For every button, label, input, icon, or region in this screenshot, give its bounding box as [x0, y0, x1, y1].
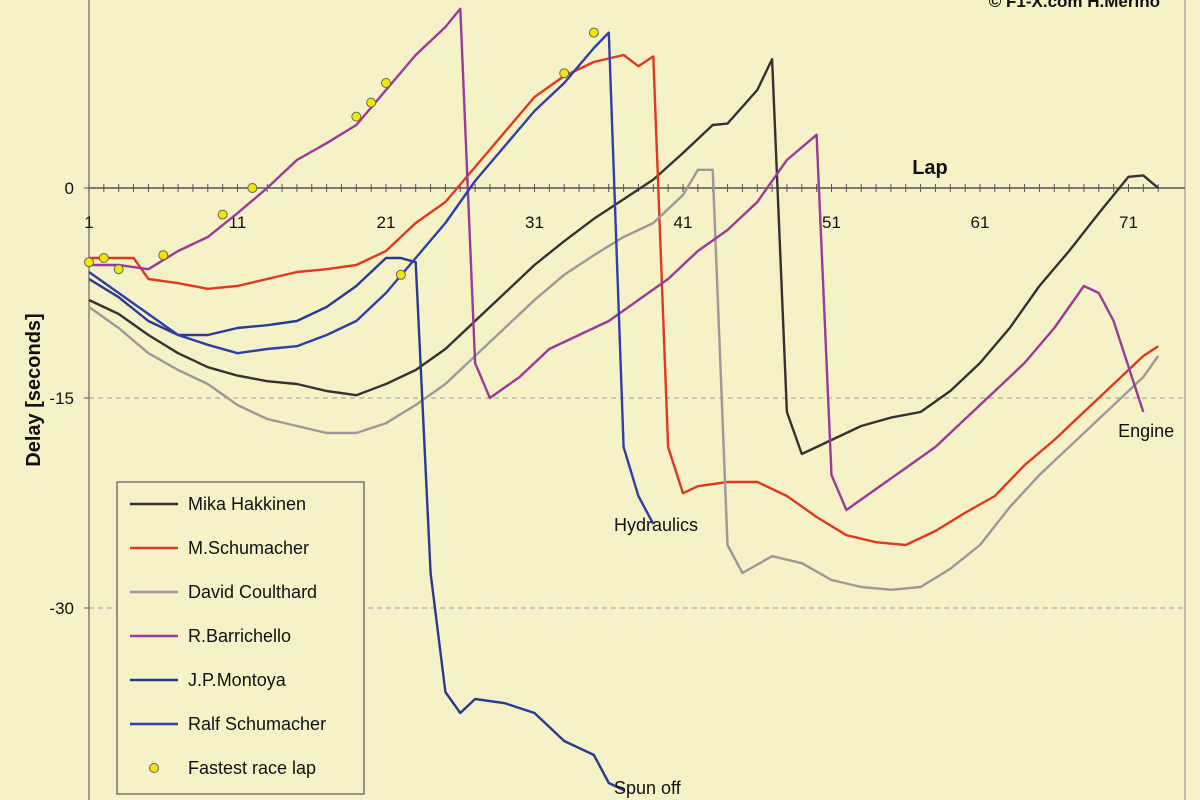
fastest-lap-marker	[247, 183, 258, 193]
x-tick-label: 11	[229, 213, 247, 232]
fastest-lap-marker	[559, 68, 570, 79]
fastest-lap-marker	[98, 253, 109, 263]
x-tick-label: 21	[377, 213, 396, 232]
x-axis-title: Lap	[912, 157, 948, 179]
axis-layer: 1 11 21 31 41 51 61 710-15-30	[49, 0, 1186, 800]
series-line-1	[89, 53, 1159, 547]
series-line-0	[88, 58, 1159, 456]
y-axis-title: Delay [seconds]	[23, 313, 45, 466]
series-line-3	[89, 7, 1145, 512]
legend: Mika Hakkinen M.Schumacher David Coulthard…	[116, 481, 365, 795]
x-tick-label: 71	[1119, 213, 1138, 232]
fastest-lap-marker	[381, 78, 391, 88]
legend-label: David Coulthard	[188, 582, 317, 602]
annotation-label: Engine	[1118, 421, 1174, 441]
fastest-lap-markers	[84, 27, 599, 280]
fastest-lap-marker	[366, 97, 377, 108]
annotation-label: Spun off	[614, 778, 682, 798]
fastest-lap-marker	[588, 27, 599, 38]
x-tick-label: 51	[822, 213, 841, 232]
fastest-lap-marker	[351, 111, 362, 122]
legend-label: Mika Hakkinen	[188, 494, 306, 514]
credit-label: © F1-X.com H.Merino	[989, 0, 1160, 11]
legend-label: R.Barrichello	[188, 626, 291, 646]
x-tick-label: 31	[525, 213, 544, 232]
series-line-2	[88, 168, 1160, 591]
fastest-lap-marker	[217, 209, 228, 220]
fastest-lap-marker	[395, 269, 406, 280]
fastest-lap-marker	[84, 257, 94, 268]
annotations: Hydraulics Spun off Engine	[614, 421, 1174, 798]
fastest-lap-marker	[113, 264, 124, 275]
series-line-4	[88, 256, 625, 792]
legend-label: M.Schumacher	[188, 538, 309, 558]
legend-swatch	[149, 763, 159, 773]
annotation-label: Hydraulics	[614, 515, 698, 535]
y-tick-label: -30	[49, 599, 74, 618]
legend-label: Fastest race lap	[188, 758, 316, 778]
fastest-lap-marker	[158, 250, 169, 261]
legend-box	[116, 481, 365, 795]
y-tick-label: -15	[49, 389, 74, 408]
x-tick-label: 41	[674, 213, 693, 232]
x-tick-label: 61	[971, 213, 990, 232]
y-tick-label: 0	[65, 179, 74, 198]
x-tick-label: 1	[84, 213, 93, 232]
legend-label: J.P.Montoya	[188, 670, 287, 690]
legend-label: Ralf Schumacher	[188, 714, 326, 734]
